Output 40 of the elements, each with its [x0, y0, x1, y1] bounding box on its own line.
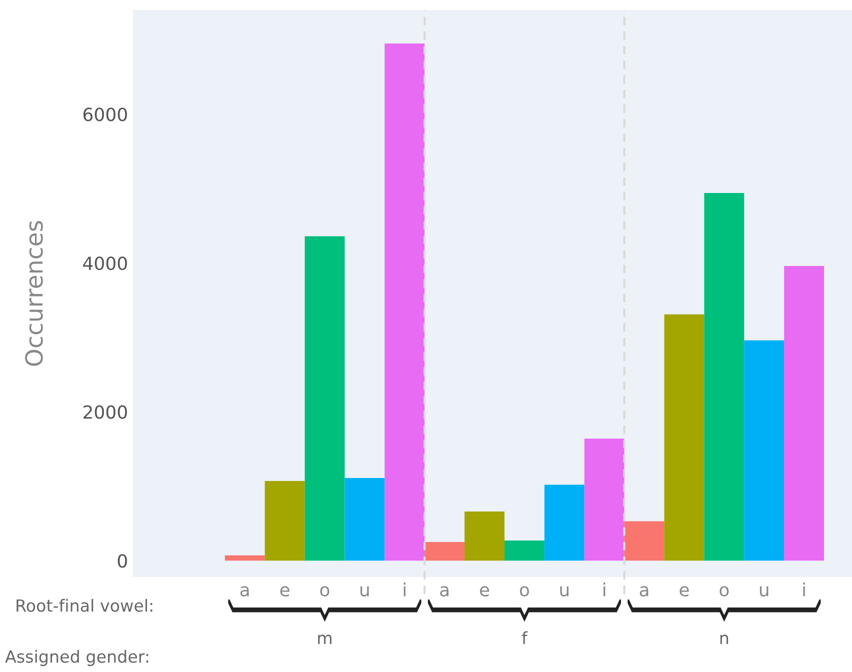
- x-tick-label: a: [240, 586, 249, 597]
- x-tick-label: i: [604, 582, 606, 596]
- x-tick-label: i: [803, 582, 805, 596]
- y-axis-title: Occurrences: [25, 221, 43, 366]
- bar: [544, 484, 584, 561]
- y-tick-label: 2000: [84, 405, 127, 419]
- bar: [784, 266, 824, 561]
- x-tick-label: o: [720, 586, 729, 597]
- text: Assigned gender:: [5, 650, 148, 666]
- x-tick-label: o: [320, 586, 330, 597]
- x-tick-label: a: [640, 586, 648, 597]
- text: n: [720, 634, 728, 644]
- text: Root-final vowel:: [16, 598, 152, 612]
- bar: [744, 340, 784, 561]
- x-tick-label: u: [760, 586, 768, 597]
- bar: [664, 314, 704, 561]
- text: m: [318, 634, 332, 644]
- bar: [384, 43, 425, 561]
- y-tick-label: 0: [118, 554, 127, 568]
- x-tick-label: u: [360, 586, 369, 597]
- x-tick-label: o: [520, 586, 529, 597]
- x-tick-label: u: [560, 586, 568, 597]
- bar: [304, 236, 345, 561]
- bar: [424, 542, 465, 561]
- bar: [224, 555, 265, 561]
- bar: [704, 193, 744, 561]
- bar: [264, 481, 305, 561]
- y-tick-label: 6000: [83, 108, 127, 122]
- x-tick-label: i: [404, 582, 406, 596]
- x-tick-label: e: [280, 586, 290, 597]
- bar: [504, 540, 544, 561]
- text: f: [522, 631, 528, 644]
- x-tick-label: a: [440, 586, 448, 597]
- x-tick-label: e: [680, 586, 689, 597]
- bar: [344, 478, 385, 561]
- bar: [464, 512, 504, 561]
- x-tick-label: e: [480, 586, 490, 597]
- y-tick-label: 4000: [83, 256, 127, 270]
- bar: [624, 521, 664, 561]
- bar: [584, 438, 624, 561]
